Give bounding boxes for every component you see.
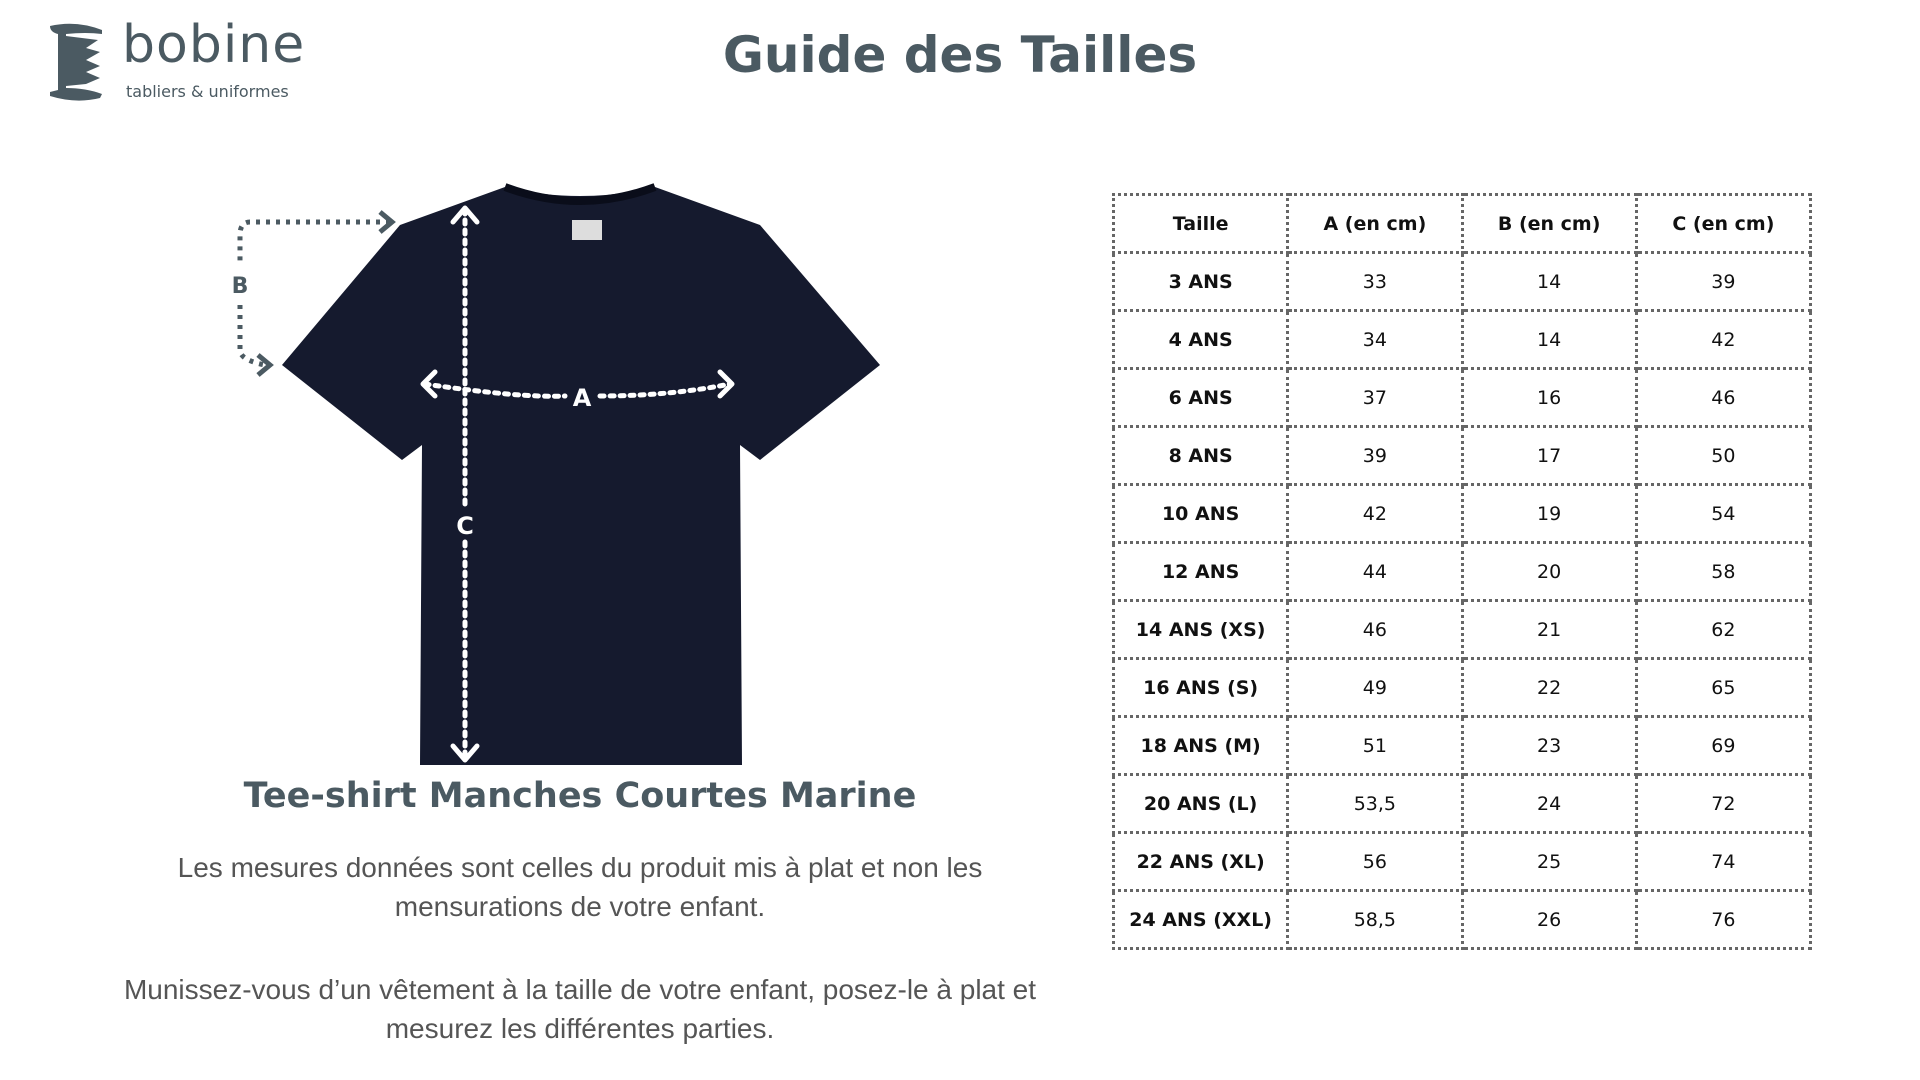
measure-cell: 65: [1634, 657, 1813, 718]
measure-cell: 17: [1460, 425, 1638, 486]
measure-cell: 62: [1634, 599, 1813, 660]
product-name: Tee-shirt Manches Courtes Marine: [243, 776, 917, 816]
measure-cell: 69: [1634, 715, 1813, 776]
measure-cell: 33: [1286, 251, 1464, 312]
measure-cell: 21: [1460, 599, 1638, 660]
measure-cell: 34: [1286, 309, 1464, 370]
measure-cell: 50: [1634, 425, 1813, 486]
measure-cell: 14: [1460, 251, 1638, 312]
size-cell: 14 ANS (XS): [1111, 599, 1290, 660]
measure-cell: 42: [1634, 309, 1813, 370]
measure-cell: 74: [1634, 831, 1813, 892]
table-row: 20 ANS (L) 53,5 24 72: [1111, 773, 1813, 834]
table-row: 3 ANS 33 14 39: [1111, 251, 1813, 312]
measure-cell: 51: [1286, 715, 1464, 776]
size-cell: 8 ANS: [1111, 425, 1290, 486]
measure-cell: 76: [1634, 889, 1813, 950]
size-table: Taille A (en cm) B (en cm) C (en cm) 3 ANS 3…: [1111, 193, 1813, 950]
label-b: B: [232, 274, 249, 299]
spool-icon: [50, 23, 102, 101]
size-cell: 18 ANS (M): [1111, 715, 1290, 776]
table-header-row: Taille A (en cm) B (en cm) C (en cm): [1111, 193, 1813, 254]
table-row: 8 ANS 39 17 50: [1111, 425, 1813, 486]
measure-cell: 24: [1460, 773, 1638, 834]
size-cell: 3 ANS: [1111, 251, 1290, 312]
measure-cell: 72: [1634, 773, 1813, 834]
page-title: Guide des Tailles: [722, 26, 1198, 84]
logo: bobine tabliers & uniformes: [46, 16, 306, 106]
label-c: C: [456, 512, 474, 540]
size-cell: 20 ANS (L): [1111, 773, 1290, 834]
size-cell: 16 ANS (S): [1111, 657, 1290, 718]
column-header: A (en cm): [1286, 193, 1464, 254]
size-cell: 4 ANS: [1111, 309, 1290, 370]
table-row: 4 ANS 34 14 42: [1111, 309, 1813, 370]
tshirt-shape: [282, 187, 880, 765]
table-row: 6 ANS 37 16 46: [1111, 367, 1813, 428]
table-row: 18 ANS (M) 51 23 69: [1111, 715, 1813, 776]
tshirt-diagram: A C B: [232, 183, 880, 765]
logo-word: bobine: [122, 15, 306, 75]
table-row: 22 ANS (XL) 56 25 74: [1111, 831, 1813, 892]
measure-cell: 19: [1460, 483, 1638, 544]
measure-cell: 46: [1634, 367, 1813, 428]
measure-cell: 39: [1634, 251, 1813, 312]
measure-cell: 56: [1286, 831, 1464, 892]
measure-cell: 42: [1286, 483, 1464, 544]
measure-cell: 46: [1286, 599, 1464, 660]
column-header: C (en cm): [1634, 193, 1813, 254]
measure-cell: 14: [1460, 309, 1638, 370]
measure-cell: 22: [1460, 657, 1638, 718]
measure-cell: 53,5: [1286, 773, 1464, 834]
logo-tagline: tabliers & uniformes: [126, 82, 289, 101]
measure-cell: 20: [1460, 541, 1638, 602]
measure-cell: 25: [1460, 831, 1638, 892]
measure-cell: 54: [1634, 483, 1813, 544]
table-row: 16 ANS (S) 49 22 65: [1111, 657, 1813, 718]
measure-cell: 58: [1634, 541, 1813, 602]
measure-cell: 26: [1460, 889, 1638, 950]
size-cell: 6 ANS: [1111, 367, 1290, 428]
label-a: A: [573, 384, 592, 412]
measure-cell: 23: [1460, 715, 1638, 776]
measure-cell: 49: [1286, 657, 1464, 718]
table-row: 10 ANS 42 19 54: [1111, 483, 1813, 544]
table-row: 12 ANS 44 20 58: [1111, 541, 1813, 602]
measure-cell: 39: [1286, 425, 1464, 486]
measure-cell: 58,5: [1286, 889, 1464, 950]
size-cell: 24 ANS (XXL): [1111, 889, 1290, 950]
measure-instructions: Munissez-vous d’un vêtement à la taille …: [123, 974, 1037, 1044]
table-row: 14 ANS (XS) 46 21 62: [1111, 599, 1813, 660]
measure-cell: 44: [1286, 541, 1464, 602]
size-cell: 10 ANS: [1111, 483, 1290, 544]
column-header: B (en cm): [1460, 193, 1638, 254]
measure-cell: 16: [1460, 367, 1638, 428]
table-row: 24 ANS (XXL) 58,5 26 76: [1111, 889, 1813, 950]
measure-cell: 37: [1286, 367, 1464, 428]
size-cell: 22 ANS (XL): [1111, 831, 1290, 892]
column-header: Taille: [1111, 193, 1290, 254]
measure-note: Les mesures données sont celles du produ…: [177, 852, 983, 922]
size-cell: 12 ANS: [1111, 541, 1290, 602]
